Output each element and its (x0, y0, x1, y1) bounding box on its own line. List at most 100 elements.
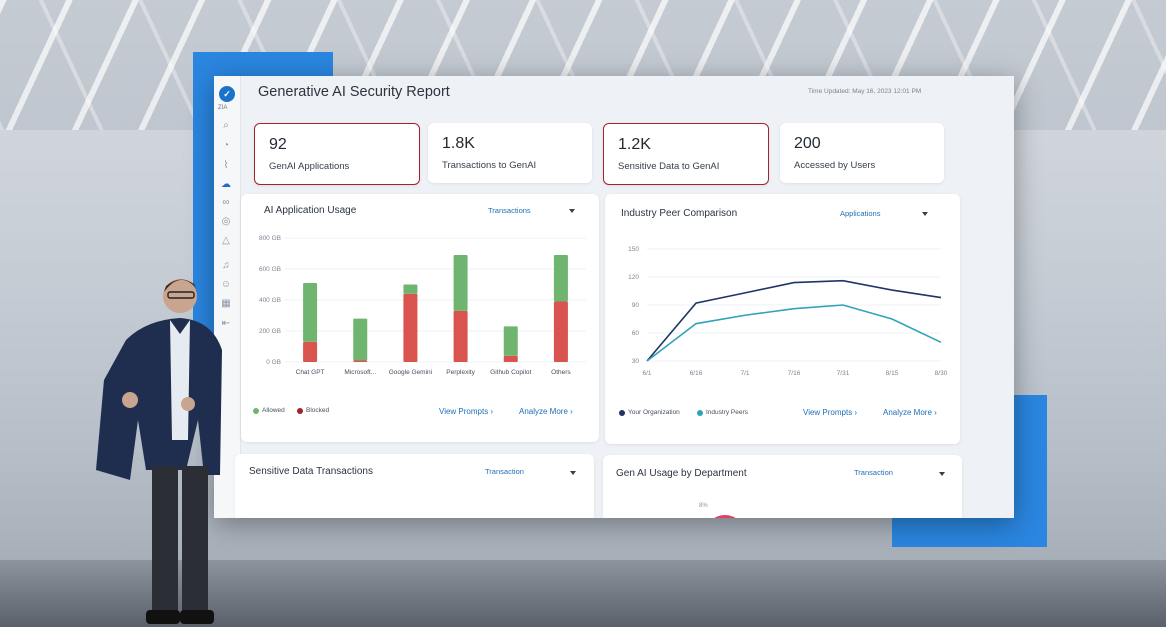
kpi-label: GenAI Applications (269, 161, 350, 172)
x-tick-label: Perplexity (446, 369, 475, 376)
usage-dropdown[interactable]: Transactions (488, 206, 531, 215)
y-tick-label: 0 GB (266, 359, 281, 366)
y-tick-label: 200 GB (259, 328, 281, 335)
legend-label: Blocked (306, 407, 330, 414)
y-tick-label: 600 GB (259, 266, 281, 273)
bar-allowed (503, 326, 518, 356)
y-tick-label: 30 (632, 358, 640, 365)
dashboard-gauge-icon[interactable]: ◔ (222, 140, 230, 151)
chevron-down-icon[interactable] (922, 212, 928, 216)
analyze-more-link[interactable]: Analyze More › (519, 407, 573, 416)
kpi-sensitive-data[interactable]: 1.2K Sensitive Data to GenAI (603, 123, 769, 185)
time-updated: Time Updated: May 16, 2023 12:01 PM (808, 88, 922, 95)
pct-label: 8% (699, 503, 708, 509)
x-tick-label: 7/1 (740, 370, 749, 377)
presenter-figure (96, 279, 222, 624)
x-tick-label: Chat GPT (296, 369, 325, 376)
x-tick-label: 7/16 (788, 370, 801, 377)
legend-blocked: Blocked (297, 407, 329, 414)
kpi-label: Transactions to GenAI (442, 160, 537, 171)
legend-industry-peers: Industry Peers (697, 409, 748, 416)
grid-icon[interactable]: ▦ (221, 298, 231, 309)
legend-label: Industry Peers (706, 409, 748, 416)
dept-dropdown[interactable]: Transaction (854, 468, 893, 477)
dashboard-screen: ✓ ZIA ⌕ ◔ ⌇ ☁ ∞ ◎ △ ♫ ☺ ▦ ⇤ Generative A… (214, 76, 1014, 518)
x-tick-label: 8/30 (935, 370, 948, 377)
peer-comparison-card: Industry Peer Comparison Applications 15… (605, 194, 960, 444)
view-prompts-link[interactable]: View Prompts › (803, 408, 858, 417)
bar-blocked (503, 355, 518, 362)
search-icon[interactable]: ⌕ (223, 120, 229, 131)
card-title: Gen AI Usage by Department (616, 468, 747, 479)
sensitive-data-card: Sensitive Data Transactions Transaction (235, 454, 594, 518)
y-tick-label: 150 (628, 246, 639, 253)
chevron-down-icon[interactable] (569, 209, 575, 213)
y-tick-label: 800 GB (259, 235, 281, 242)
y-tick-label: 400 GB (259, 297, 281, 304)
view-prompts-link[interactable]: View Prompts › (439, 407, 494, 416)
bar-blocked (353, 360, 368, 362)
shield-logo-icon[interactable]: ✓ (219, 86, 235, 102)
legend-swatch (253, 407, 259, 414)
kpi-genai-applications[interactable]: 92 GenAI Applications (254, 123, 420, 185)
legend-your-organization: Your Organization (619, 409, 680, 416)
card-title: Industry Peer Comparison (621, 208, 738, 219)
legend-swatch (297, 407, 303, 414)
bar-blocked (303, 341, 318, 362)
bar-blocked (553, 301, 568, 362)
alert-icon[interactable]: △ (222, 235, 230, 246)
peer-dropdown[interactable]: Applications (840, 209, 881, 218)
legend-label: Allowed (262, 407, 285, 414)
policy-icon[interactable]: ◎ (221, 216, 231, 227)
bar-allowed (303, 282, 318, 342)
analytics-icon[interactable]: ⌇ (223, 160, 229, 171)
line-your-organization (646, 279, 942, 362)
donut-chart-partial (705, 515, 745, 518)
card-title: AI Application Usage (264, 205, 357, 216)
y-tick-label: 120 (628, 274, 639, 281)
legend-label: Your Organization (628, 409, 680, 416)
kpi-label: Sensitive Data to GenAI (618, 161, 720, 172)
peer-line-chart: 150 120 90 60 306/1 6/16 7/1 7/16 7/31 8/15 8/30 (628, 246, 948, 377)
link-icon[interactable]: ∞ (222, 197, 230, 208)
kpi-transactions[interactable]: 1.8K Transactions to GenAI (428, 123, 592, 183)
kpi-value: 1.2K (618, 136, 651, 153)
x-tick-label: Github Copilot (490, 369, 531, 376)
sensitive-dropdown[interactable]: Transaction (485, 467, 524, 476)
bar-allowed (453, 255, 468, 311)
chevron-down-icon[interactable] (570, 471, 576, 475)
x-tick-label: 6/16 (690, 370, 703, 377)
x-tick-label: 8/15 (886, 370, 899, 377)
legend-allowed: Allowed (253, 407, 285, 414)
legend-swatch (619, 409, 625, 416)
x-tick-label: 7/31 (837, 370, 850, 377)
cloud-icon[interactable]: ☁ (221, 179, 231, 190)
ai-usage-card: AI Application Usage Transactions 800 GB… (241, 194, 599, 442)
collapse-icon[interactable]: ⇤ (221, 318, 231, 329)
card-title: Sensitive Data Transactions (249, 466, 373, 477)
analyze-more-link[interactable]: Analyze More › (883, 408, 937, 417)
user-icon[interactable]: ☺ (220, 279, 232, 290)
chevron-down-icon[interactable] (939, 472, 945, 476)
y-tick-label: 90 (632, 302, 640, 309)
bar-blocked (403, 293, 418, 362)
line-industry-peers (646, 304, 942, 362)
kpi-label: Accessed by Users (794, 160, 876, 171)
usage-bar-chart: 800 GB 600 GB 400 GB 200 GB 0 GB Chat GPT Micr… (259, 235, 586, 376)
kpi-value: 200 (794, 135, 821, 152)
x-tick-label: Others (551, 369, 571, 376)
sidebar: ✓ ZIA ⌕ ◔ ⌇ ☁ ∞ ◎ △ ♫ ☺ ▦ ⇤ (214, 76, 241, 518)
x-tick-label: 6/1 (642, 370, 651, 377)
bar-allowed (553, 255, 568, 302)
bell-icon[interactable]: ♫ (222, 260, 230, 271)
bar-blocked (453, 310, 468, 362)
kpi-accessed-users[interactable]: 200 Accessed by Users (780, 123, 944, 183)
page-title: Generative AI Security Report (258, 84, 450, 100)
dept-usage-card: Gen AI Usage by Department Transaction 8… (603, 455, 962, 518)
bar-allowed (403, 284, 418, 294)
x-tick-label: Google Gemini (389, 369, 432, 376)
sidebar-product-label: ZIA (218, 105, 228, 111)
legend-swatch (697, 409, 703, 416)
kpi-value: 1.8K (442, 135, 475, 152)
y-tick-label: 60 (632, 330, 640, 337)
